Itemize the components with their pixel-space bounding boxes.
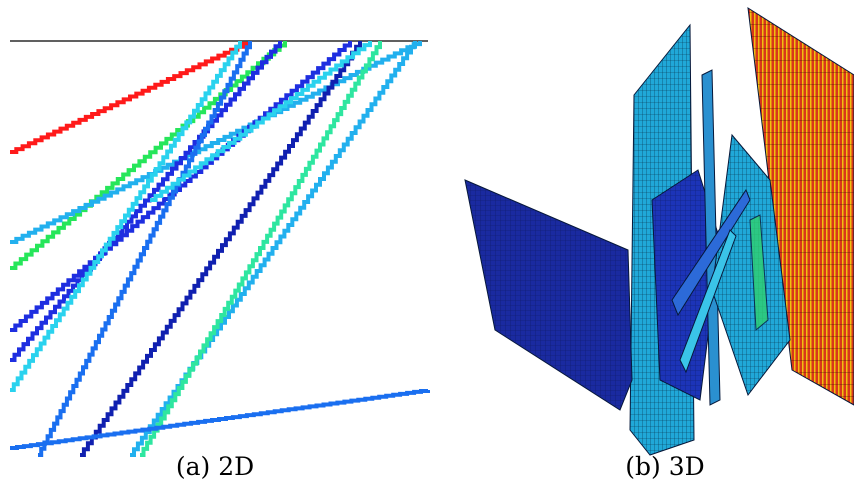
sky-blue-line-1	[10, 41, 422, 244]
panel-3d	[450, 0, 854, 460]
deep-blue-line	[80, 41, 362, 457]
crossing-strip-1	[671, 188, 751, 317]
green-line	[10, 41, 287, 270]
plot-2d	[10, 40, 430, 457]
red-line	[10, 41, 252, 154]
bottom-blue-line	[10, 389, 430, 450]
sky-blue-line-2	[130, 41, 417, 457]
seafoam-line	[140, 41, 382, 457]
mid-blue-line	[38, 41, 252, 457]
plot-3d	[464, 7, 854, 456]
plane-group-3d	[464, 7, 854, 456]
right-cyan-plane	[711, 133, 791, 397]
cyan-line-2	[150, 41, 372, 202]
crossing-strip-2	[679, 229, 737, 374]
green-streak	[749, 214, 769, 332]
cyan-line-1	[10, 41, 242, 392]
caption-3d: (b) 3D	[625, 452, 705, 481]
line-group-2d	[10, 41, 430, 457]
panel-2d	[0, 0, 440, 460]
caption-2d: (a) 2D	[175, 452, 255, 481]
blue-line-2	[10, 41, 282, 362]
large-blue-plane-grid	[465, 180, 632, 410]
